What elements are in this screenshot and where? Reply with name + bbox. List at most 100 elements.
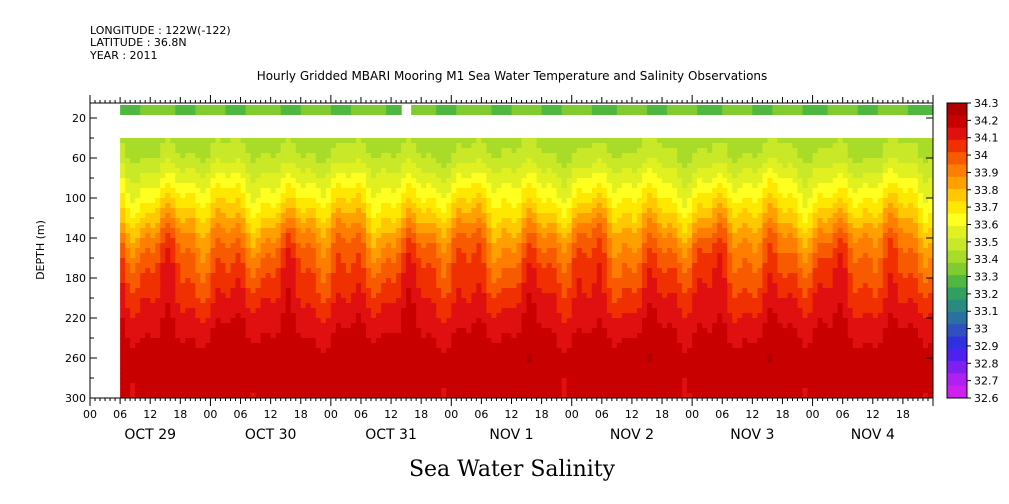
heatmap-cell — [421, 268, 427, 274]
heatmap-cell — [441, 393, 447, 398]
heatmap-cell — [125, 348, 131, 354]
heatmap-cell — [340, 363, 347, 369]
heatmap-cell — [175, 163, 181, 169]
heatmap-cell — [536, 223, 543, 229]
heatmap-cell — [240, 358, 247, 364]
heatmap-cell — [466, 318, 472, 324]
heatmap-cell — [531, 353, 538, 359]
heatmap-cell — [145, 198, 151, 204]
heatmap-cell — [531, 328, 538, 334]
heatmap-cell — [591, 323, 598, 329]
heatmap-cell — [551, 273, 558, 279]
heatmap-cell — [185, 293, 191, 299]
heatmap-cell — [471, 288, 477, 294]
heatmap-cell — [220, 218, 227, 224]
heatmap-cell — [160, 388, 166, 394]
heatmap-cell — [240, 158, 247, 164]
heatmap-cell — [185, 238, 191, 244]
heatmap-cell — [325, 283, 332, 289]
heatmap-cell — [225, 298, 232, 304]
heatmap-cell — [175, 238, 181, 244]
heatmap-cell — [200, 343, 207, 349]
heatmap-cell — [441, 253, 447, 259]
heatmap-cell — [145, 283, 151, 289]
heatmap-cell — [360, 213, 367, 219]
heatmap-cell — [275, 138, 282, 144]
heatmap-cell — [285, 298, 292, 304]
heatmap-cell — [526, 243, 533, 249]
heatmap-cell — [230, 248, 237, 254]
heatmap-cell — [295, 313, 302, 319]
heatmap-cell — [160, 173, 166, 179]
heatmap-cell — [290, 328, 297, 334]
heatmap-cell — [376, 253, 382, 259]
heatmap-cell — [190, 173, 196, 179]
heatmap-cell — [561, 168, 568, 174]
heatmap-cell — [145, 268, 151, 274]
heatmap-cell — [325, 243, 332, 249]
heatmap-cell — [526, 203, 533, 209]
heatmap-cell — [305, 328, 312, 334]
heatmap-cell — [325, 298, 332, 304]
heatmap-cell — [531, 263, 538, 269]
heatmap-cell — [551, 338, 558, 344]
heatmap-cell — [496, 293, 503, 299]
heatmap-cell — [501, 223, 508, 229]
heatmap-cell — [461, 303, 467, 309]
heatmap-cell — [335, 333, 342, 339]
heatmap-cell — [536, 188, 543, 194]
heatmap-cell — [335, 378, 342, 384]
heatmap-cell — [345, 343, 352, 349]
heatmap-cell — [591, 298, 598, 304]
heatmap-cell — [481, 368, 488, 374]
heatmap-cell — [411, 203, 417, 209]
heatmap-cell — [355, 183, 362, 189]
heatmap-cell — [561, 203, 568, 209]
heatmap-cell — [330, 298, 337, 304]
heatmap-cell — [220, 378, 227, 384]
heatmap-cell — [436, 173, 442, 179]
heatmap-cell — [491, 303, 498, 309]
heatmap-cell — [591, 348, 598, 354]
heatmap-cell — [195, 163, 201, 169]
heatmap-cell — [481, 143, 488, 149]
heatmap-cell — [481, 273, 488, 279]
heatmap-cell — [536, 293, 543, 299]
heatmap-cell — [501, 368, 508, 374]
heatmap-cell — [235, 338, 242, 344]
heatmap-cell — [466, 158, 472, 164]
heatmap-cell — [546, 208, 553, 214]
heatmap-cell — [586, 148, 593, 154]
heatmap-cell — [365, 268, 372, 274]
heatmap-cell — [220, 373, 227, 379]
heatmap-cell — [130, 393, 136, 398]
heatmap-cell — [381, 183, 387, 189]
heatmap-cell — [541, 378, 548, 384]
heatmap-cell — [265, 268, 272, 274]
heatmap-cell — [320, 168, 327, 174]
heatmap-cell — [350, 163, 357, 169]
heatmap-cell — [320, 273, 327, 279]
heatmap-cell — [130, 193, 136, 199]
heatmap-cell — [421, 313, 427, 319]
heatmap-cell — [541, 168, 548, 174]
heatmap-cell — [591, 268, 598, 274]
heatmap-cell — [255, 283, 262, 289]
heatmap-cell — [300, 218, 307, 224]
heatmap-cell — [285, 358, 292, 364]
heatmap-cell — [431, 148, 437, 154]
heatmap-cell — [160, 203, 166, 209]
heatmap-cell — [340, 333, 347, 339]
heatmap-cell — [165, 358, 171, 364]
heatmap-cell — [230, 203, 237, 209]
heatmap-cell — [310, 243, 317, 249]
heatmap-cell — [566, 213, 573, 219]
heatmap-cell — [536, 183, 543, 189]
heatmap-cell — [376, 263, 382, 269]
heatmap-cell — [591, 203, 598, 209]
heatmap-cell — [466, 238, 472, 244]
heatmap-cell — [195, 323, 201, 329]
heatmap-cell — [451, 368, 457, 374]
heatmap-cell — [546, 138, 553, 144]
heatmap-cell — [320, 338, 327, 344]
